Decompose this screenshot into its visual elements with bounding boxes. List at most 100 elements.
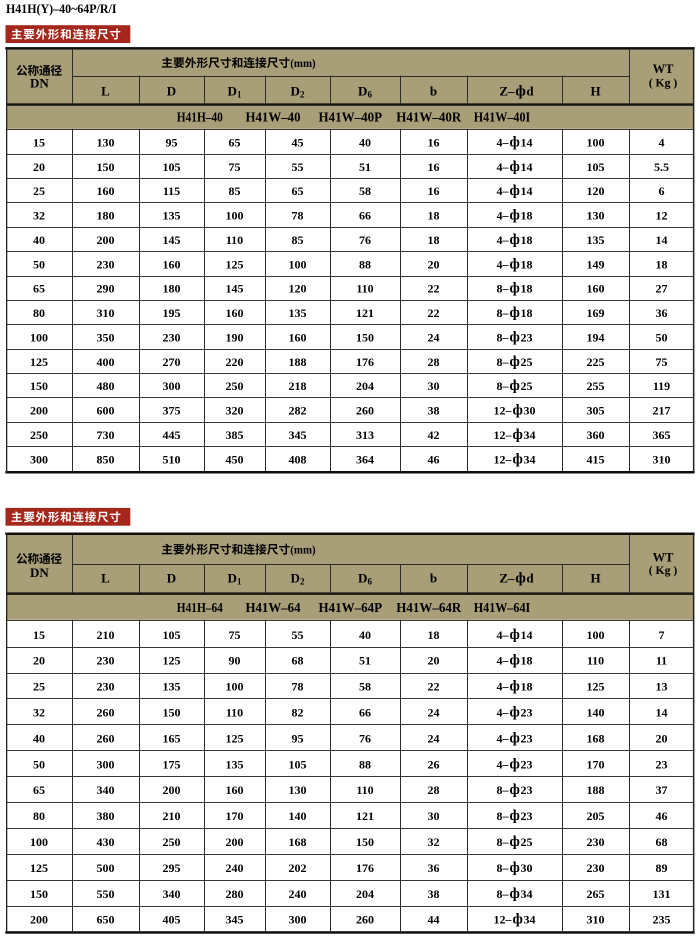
svg-text:4–ф14: 4–ф14 xyxy=(497,627,533,643)
svg-text:180: 180 xyxy=(163,282,181,296)
svg-text:4–ф18: 4–ф18 xyxy=(497,256,533,272)
svg-text:4–ф18: 4–ф18 xyxy=(497,208,533,224)
svg-text:230: 230 xyxy=(587,835,605,849)
svg-text:240: 240 xyxy=(226,861,244,875)
svg-text:320: 320 xyxy=(226,404,244,418)
svg-text:375: 375 xyxy=(163,404,181,418)
svg-text:25: 25 xyxy=(33,184,45,198)
svg-text:200: 200 xyxy=(163,783,181,797)
svg-text:260: 260 xyxy=(97,705,115,719)
svg-text:27: 27 xyxy=(656,282,668,296)
svg-text:310: 310 xyxy=(587,913,605,927)
svg-text:40: 40 xyxy=(33,731,45,745)
svg-text:14: 14 xyxy=(656,233,668,247)
svg-text:255: 255 xyxy=(587,379,605,393)
svg-text:32: 32 xyxy=(428,835,440,849)
svg-text:H41H–40: H41H–40 xyxy=(177,110,223,125)
svg-text:24: 24 xyxy=(428,731,440,745)
svg-text:250: 250 xyxy=(163,835,181,849)
svg-text:28: 28 xyxy=(428,355,440,369)
svg-text:150: 150 xyxy=(30,379,48,393)
svg-text:310: 310 xyxy=(97,306,115,320)
svg-text:12–ф34: 12–ф34 xyxy=(494,451,536,467)
svg-text:170: 170 xyxy=(587,757,605,771)
svg-text:58: 58 xyxy=(359,184,371,198)
svg-text:4–ф14: 4–ф14 xyxy=(497,134,533,150)
svg-text:85: 85 xyxy=(229,184,241,198)
svg-text:68: 68 xyxy=(292,654,304,668)
svg-text:225: 225 xyxy=(587,355,605,369)
svg-text:H41H–64: H41H–64 xyxy=(177,600,223,615)
svg-text:22: 22 xyxy=(428,306,440,320)
svg-text:78: 78 xyxy=(292,209,304,223)
svg-text:150: 150 xyxy=(356,835,374,849)
svg-text:405: 405 xyxy=(163,913,181,927)
svg-text:200: 200 xyxy=(97,233,115,247)
svg-text:8–ф18: 8–ф18 xyxy=(497,305,533,321)
svg-text:32: 32 xyxy=(33,705,45,719)
svg-text:20: 20 xyxy=(656,731,668,745)
svg-text:b: b xyxy=(430,571,437,586)
svg-text:210: 210 xyxy=(163,809,181,823)
svg-text:24: 24 xyxy=(428,705,440,719)
svg-text:95: 95 xyxy=(166,135,178,149)
svg-text:650: 650 xyxy=(97,913,115,927)
svg-text:176: 176 xyxy=(356,861,374,875)
svg-text:40: 40 xyxy=(33,233,45,247)
svg-text:119: 119 xyxy=(653,379,670,393)
svg-text:8–ф23: 8–ф23 xyxy=(497,782,533,798)
svg-text:44: 44 xyxy=(428,913,440,927)
svg-text:18: 18 xyxy=(428,233,440,247)
svg-text:310: 310 xyxy=(653,452,671,466)
svg-text:200: 200 xyxy=(30,404,48,418)
svg-text:230: 230 xyxy=(97,654,115,668)
svg-text:8–ф34: 8–ф34 xyxy=(497,886,533,902)
svg-text:364: 364 xyxy=(356,452,374,466)
svg-text:313: 313 xyxy=(356,428,374,442)
svg-text:40: 40 xyxy=(359,135,371,149)
svg-text:DN: DN xyxy=(30,565,49,580)
svg-text:230: 230 xyxy=(97,680,115,694)
svg-text:76: 76 xyxy=(359,233,371,247)
svg-text:42: 42 xyxy=(428,428,440,442)
svg-text:65: 65 xyxy=(229,135,241,149)
svg-text:300: 300 xyxy=(97,757,115,771)
svg-text:125: 125 xyxy=(226,731,244,745)
svg-text:100: 100 xyxy=(587,628,605,642)
svg-text:( Kg ): ( Kg ) xyxy=(649,75,678,89)
svg-text:380: 380 xyxy=(97,809,115,823)
svg-text:110: 110 xyxy=(587,654,604,668)
svg-text:188: 188 xyxy=(587,783,605,797)
svg-text:110: 110 xyxy=(226,233,243,247)
svg-text:L: L xyxy=(101,571,110,586)
svg-text:135: 135 xyxy=(163,209,181,223)
svg-text:145: 145 xyxy=(226,282,244,296)
svg-text:16: 16 xyxy=(428,184,440,198)
svg-text:22: 22 xyxy=(428,680,440,694)
svg-text:20: 20 xyxy=(428,654,440,668)
svg-text:280: 280 xyxy=(226,887,244,901)
svg-text:65: 65 xyxy=(33,282,45,296)
svg-text:55: 55 xyxy=(292,160,304,174)
svg-text:135: 135 xyxy=(226,757,244,771)
svg-text:30: 30 xyxy=(428,809,440,823)
svg-text:H41W–40: H41W–40 xyxy=(246,110,301,125)
svg-text:8–ф23: 8–ф23 xyxy=(497,808,533,824)
svg-text:66: 66 xyxy=(359,705,371,719)
svg-text:150: 150 xyxy=(30,887,48,901)
svg-text:121: 121 xyxy=(356,809,374,823)
svg-text:235: 235 xyxy=(653,913,671,927)
svg-text:46: 46 xyxy=(656,809,668,823)
svg-text:H41W–64R: H41W–64R xyxy=(396,600,461,615)
svg-text:65: 65 xyxy=(33,783,45,797)
svg-text:4–ф14: 4–ф14 xyxy=(497,183,533,199)
svg-text:445: 445 xyxy=(163,428,181,442)
svg-text:18: 18 xyxy=(428,209,440,223)
svg-text:168: 168 xyxy=(587,731,605,745)
svg-text:12–ф34: 12–ф34 xyxy=(494,427,536,443)
svg-text:295: 295 xyxy=(163,861,181,875)
svg-text:300: 300 xyxy=(163,379,181,393)
svg-text:4–ф18: 4–ф18 xyxy=(497,653,533,669)
svg-text:12–ф34: 12–ф34 xyxy=(494,912,536,928)
svg-text:176: 176 xyxy=(356,355,374,369)
